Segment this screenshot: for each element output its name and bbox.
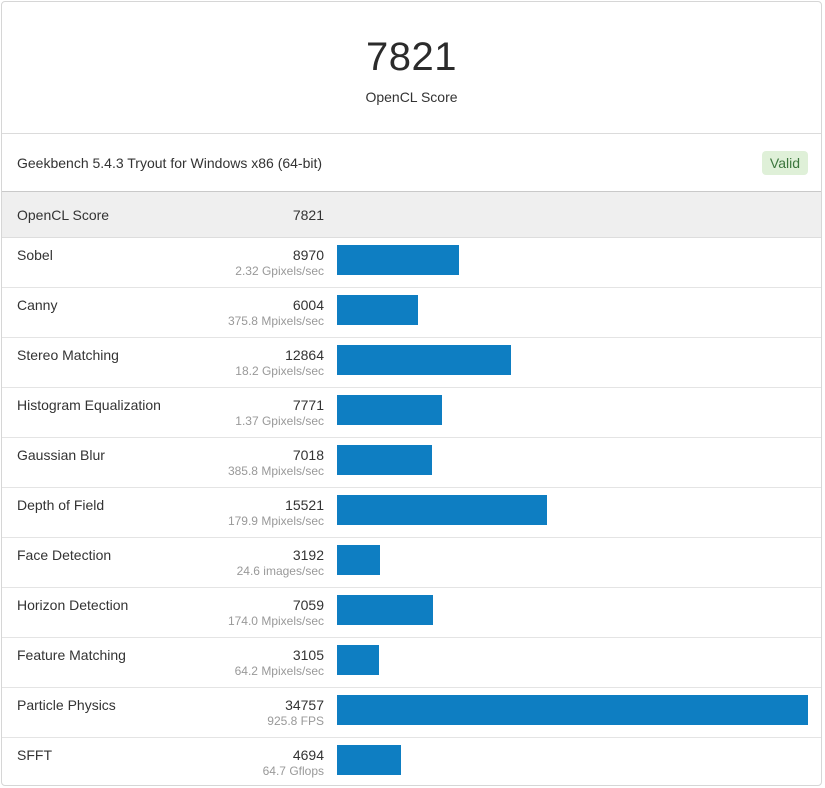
benchmark-row: Feature Matching 3105 64.2 Mpixels/sec — [2, 638, 821, 688]
benchmark-version: Geekbench 5.4.3 Tryout for Windows x86 (… — [17, 155, 323, 171]
benchmark-throughput: 375.8 Mpixels/sec — [227, 314, 324, 328]
bar-track — [337, 395, 808, 425]
benchmark-throughput: 64.2 Mpixels/sec — [234, 664, 324, 678]
benchmark-name: Particle Physics — [17, 697, 116, 713]
benchmark-bar — [337, 295, 418, 325]
benchmark-row: Horizon Detection 7059 174.0 Mpixels/sec — [2, 588, 821, 638]
bar-track — [337, 545, 808, 575]
benchmark-name: Stereo Matching — [17, 347, 119, 363]
summary-row: OpenCL Score 7821 — [2, 192, 821, 238]
benchmark-throughput: 18.2 Gpixels/sec — [235, 364, 324, 378]
benchmark-row: Particle Physics 34757 925.8 FPS — [2, 688, 821, 738]
bar-track — [337, 345, 808, 375]
bar-track — [337, 495, 808, 525]
benchmark-throughput: 24.6 images/sec — [236, 564, 324, 578]
benchmark-bar — [337, 745, 401, 775]
benchmark-score: 3192 — [292, 547, 324, 563]
benchmark-row: Stereo Matching 12864 18.2 Gpixels/sec — [2, 338, 821, 388]
benchmark-score: 3105 — [292, 647, 324, 663]
benchmark-list: Sobel 8970 2.32 Gpixels/sec Canny 6004 375.8 … — [2, 238, 821, 785]
benchmark-bar — [337, 545, 380, 575]
benchmark-name: Histogram Equalization — [17, 397, 161, 413]
benchmark-row: Depth of Field 15521 179.9 Mpixels/sec — [2, 488, 821, 538]
benchmark-row: Histogram Equalization 7771 1.37 Gpixels/s… — [2, 388, 821, 438]
bar-track — [337, 645, 808, 675]
system-info-row: Geekbench 5.4.3 Tryout for Windows x86 (… — [2, 134, 821, 192]
benchmark-name: Gaussian Blur — [17, 447, 105, 463]
benchmark-name: Canny — [17, 297, 58, 313]
benchmark-score: 6004 — [292, 297, 324, 313]
benchmark-score: 7018 — [292, 447, 324, 463]
benchmark-throughput: 174.0 Mpixels/sec — [227, 614, 324, 628]
bar-track — [337, 245, 808, 275]
benchmark-name: Depth of Field — [17, 497, 105, 513]
benchmark-score: 7059 — [292, 597, 324, 613]
benchmark-name: Sobel — [17, 247, 53, 263]
benchmark-bar — [337, 695, 808, 725]
score-caption: OpenCL Score — [365, 89, 458, 105]
benchmark-throughput: 179.9 Mpixels/sec — [227, 514, 324, 528]
bar-track — [337, 695, 808, 725]
benchmark-name: Feature Matching — [17, 647, 126, 663]
benchmark-score: 7771 — [292, 397, 324, 413]
bar-track — [337, 745, 808, 775]
benchmark-score: 12864 — [285, 347, 324, 363]
benchmark-score: 15521 — [285, 497, 324, 513]
summary-score: 7821 — [292, 207, 324, 223]
benchmark-bar — [337, 245, 459, 275]
summary-label: OpenCL Score — [17, 207, 110, 223]
benchmark-row: Gaussian Blur 7018 385.8 Mpixels/sec — [2, 438, 821, 488]
total-score: 7821 — [366, 35, 457, 79]
benchmark-throughput: 385.8 Mpixels/sec — [227, 464, 324, 478]
benchmark-bar — [337, 645, 379, 675]
benchmark-row: SFFT 4694 64.7 Gflops — [2, 738, 821, 785]
benchmark-name: Horizon Detection — [17, 597, 129, 613]
benchmark-throughput: 64.7 Gflops — [262, 764, 324, 778]
benchmark-bar — [337, 495, 547, 525]
benchmark-score: 8970 — [292, 247, 324, 263]
score-header: 7821 OpenCL Score — [2, 2, 821, 134]
bar-track — [337, 295, 808, 325]
benchmark-throughput: 925.8 FPS — [267, 714, 324, 728]
benchmark-bar — [337, 445, 432, 475]
benchmark-score: 4694 — [292, 747, 324, 763]
bar-track — [337, 445, 808, 475]
benchmark-name: Face Detection — [17, 547, 112, 563]
benchmark-bar — [337, 345, 511, 375]
benchmark-name: SFFT — [17, 747, 52, 763]
bar-track — [337, 595, 808, 625]
benchmark-bar — [337, 395, 442, 425]
benchmark-throughput: 2.32 Gpixels/sec — [235, 264, 324, 278]
benchmark-score: 34757 — [285, 697, 324, 713]
benchmark-throughput: 1.37 Gpixels/sec — [235, 414, 324, 428]
benchmark-row: Sobel 8970 2.32 Gpixels/sec — [2, 238, 821, 288]
benchmark-bar — [337, 595, 433, 625]
benchmark-row: Canny 6004 375.8 Mpixels/sec — [2, 288, 821, 338]
valid-badge: Valid — [761, 151, 808, 175]
benchmark-row: Face Detection 3192 24.6 images/sec — [2, 538, 821, 588]
